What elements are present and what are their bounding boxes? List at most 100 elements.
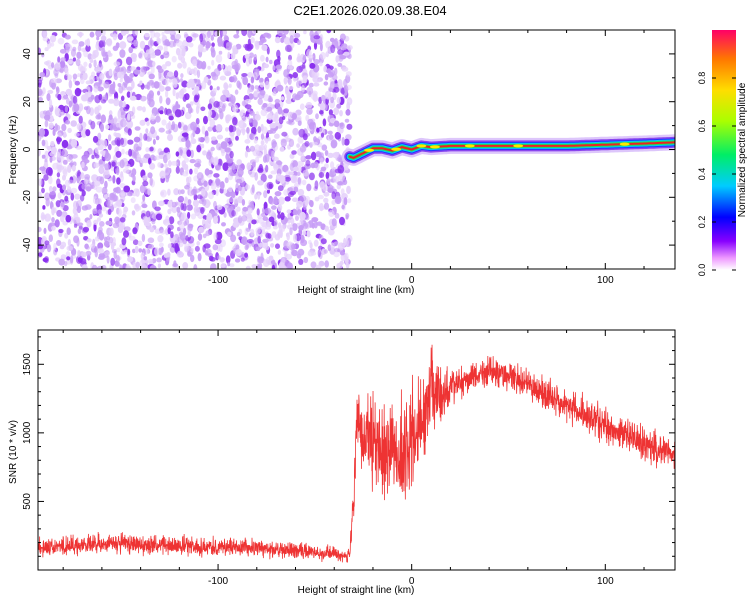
- noise-blob: [332, 152, 339, 159]
- noise-blob: [229, 263, 235, 268]
- noise-blob: [305, 215, 310, 221]
- noise-blob: [172, 123, 179, 133]
- noise-blob: [197, 44, 204, 53]
- track-peak: [364, 148, 375, 152]
- noise-blob: [337, 62, 343, 67]
- noise-blob: [131, 80, 135, 89]
- noise-blob: [280, 96, 285, 101]
- noise-blob: [175, 151, 180, 157]
- noise-blob: [106, 235, 111, 241]
- noise-blob: [314, 180, 319, 190]
- noise-blob: [105, 220, 113, 226]
- noise-blob: [181, 151, 188, 159]
- noise-blob: [60, 91, 66, 96]
- noise-blob: [52, 186, 57, 192]
- noise-blob: [148, 47, 155, 56]
- noise-blob: [64, 34, 71, 40]
- noise-blob: [333, 252, 340, 258]
- noise-blob: [269, 198, 275, 205]
- x-tick-label: 100: [597, 576, 614, 587]
- y-tick-label: 40: [22, 48, 33, 60]
- snr-frame: [37, 329, 676, 571]
- noise-blob: [344, 118, 350, 123]
- noise-blob: [155, 115, 161, 123]
- noise-blob: [68, 79, 73, 89]
- noise-blob: [132, 262, 137, 269]
- noise-blob: [292, 72, 299, 79]
- noise-blob: [127, 256, 134, 263]
- noise-blob: [159, 106, 164, 112]
- noise-blob: [313, 82, 320, 87]
- noise-blob: [177, 121, 182, 129]
- noise-blob: [208, 255, 214, 262]
- noise-blob: [250, 228, 255, 237]
- noise-blob: [72, 73, 78, 80]
- noise-blob: [283, 76, 288, 85]
- noise-blob: [38, 128, 46, 137]
- noise-blob: [120, 30, 127, 36]
- noise-blob: [186, 149, 192, 157]
- noise-blob: [57, 93, 62, 101]
- noise-blob: [227, 262, 231, 267]
- noise-blob: [213, 232, 218, 241]
- noise-blob: [327, 228, 335, 236]
- noise-blob: [245, 111, 250, 118]
- noise-blob: [97, 105, 102, 111]
- noise-blob: [302, 54, 307, 61]
- noise-blob: [106, 255, 110, 264]
- noise-blob: [143, 256, 148, 261]
- noise-blob: [92, 208, 98, 215]
- noise-blob: [59, 245, 65, 250]
- noise-blob: [216, 86, 220, 91]
- noise-blob: [207, 103, 213, 110]
- noise-blob: [256, 208, 260, 216]
- noise-blob: [201, 143, 205, 149]
- noise-blob: [225, 192, 232, 197]
- noise-blob: [250, 200, 254, 207]
- noise-blob: [199, 30, 207, 35]
- noise-blob: [167, 71, 174, 77]
- noise-blob: [112, 249, 117, 254]
- noise-blob: [187, 223, 193, 232]
- noise-blob: [210, 146, 215, 152]
- noise-blob: [225, 127, 229, 132]
- noise-blob: [132, 192, 137, 197]
- noise-blob: [168, 115, 174, 121]
- spectrogram-signal-track: [341, 134, 675, 166]
- noise-blob: [134, 30, 138, 35]
- noise-blob: [319, 61, 323, 67]
- noise-blob: [289, 227, 293, 236]
- noise-blob: [318, 260, 325, 267]
- noise-blob: [41, 139, 46, 147]
- noise-blob: [291, 150, 297, 155]
- noise-blob: [123, 106, 129, 112]
- noise-blob: [64, 70, 69, 76]
- track-peak: [619, 142, 630, 146]
- noise-blob: [67, 164, 72, 173]
- noise-blob: [104, 180, 108, 189]
- noise-blob: [176, 250, 184, 258]
- y-tick-label: 0: [22, 146, 33, 152]
- noise-blob: [310, 92, 318, 101]
- noise-blob: [147, 244, 155, 250]
- noise-blob: [166, 151, 171, 160]
- noise-blob: [280, 212, 285, 221]
- noise-blob: [158, 127, 165, 133]
- noise-blob: [181, 80, 189, 88]
- noise-blob: [79, 194, 85, 202]
- noise-blob: [76, 51, 82, 59]
- noise-blob: [107, 143, 112, 151]
- noise-blob: [241, 199, 246, 206]
- noise-blob: [94, 147, 99, 154]
- noise-blob: [175, 40, 183, 47]
- noise-blob: [108, 114, 113, 120]
- noise-blob: [251, 126, 257, 135]
- noise-blob: [119, 71, 125, 79]
- noise-blob: [120, 171, 124, 178]
- noise-blob: [196, 144, 202, 153]
- noise-blob: [203, 180, 208, 187]
- noise-blob: [229, 125, 237, 132]
- noise-blob: [128, 46, 134, 54]
- noise-blob: [139, 162, 143, 168]
- noise-blob: [284, 260, 291, 269]
